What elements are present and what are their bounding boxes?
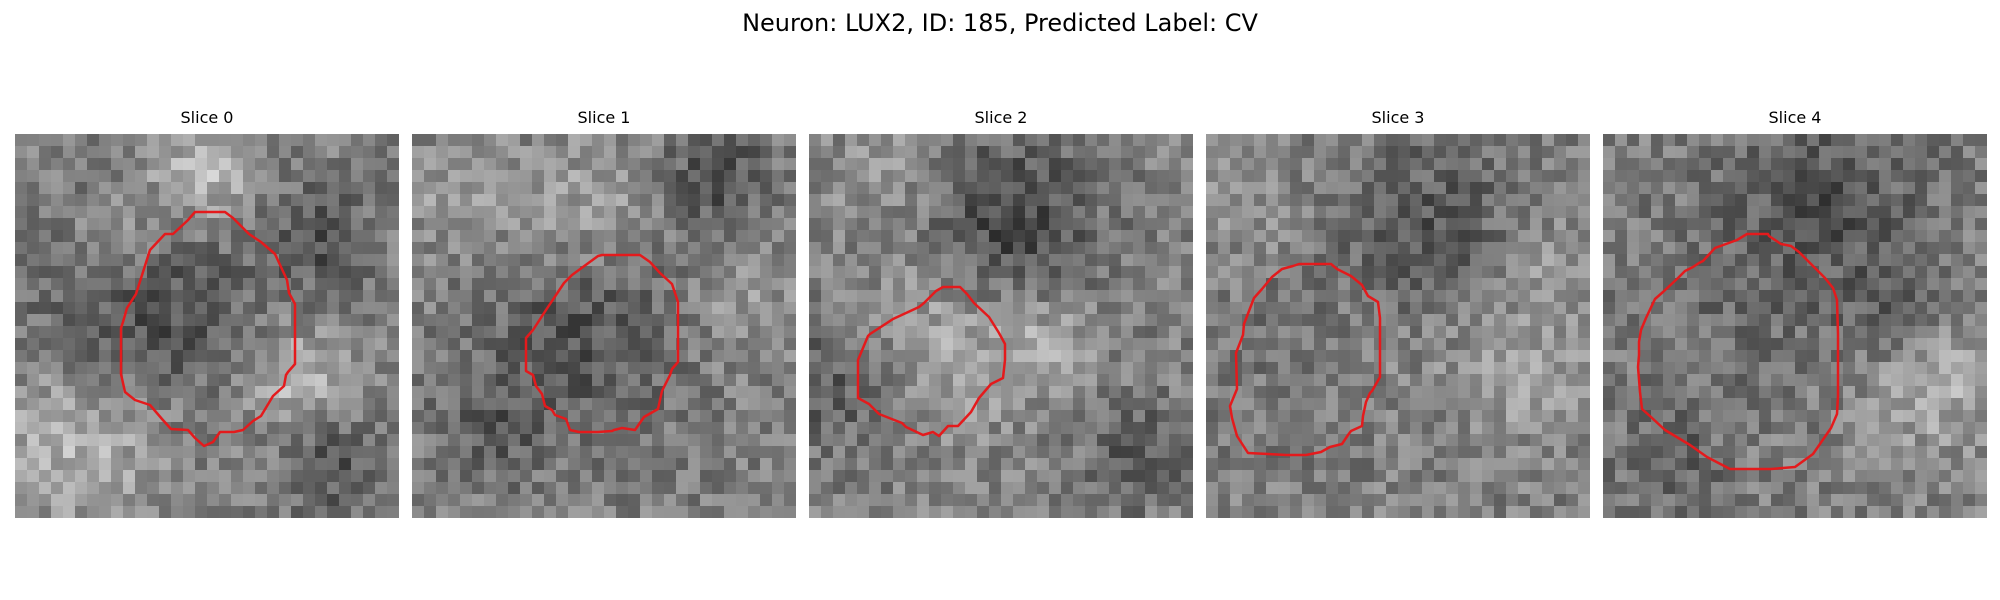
roi-outline [524,253,680,434]
slice-panel-0: Slice 0 [15,108,399,518]
slice-image-4 [1603,134,1987,518]
slice-title-1: Slice 1 [577,108,631,127]
slice-pixels-3 [1206,134,1590,518]
roi-outline [856,285,1007,438]
slice-image-3 [1206,134,1590,518]
slice-title-0: Slice 0 [180,108,234,127]
pixel-grid [1603,134,1987,518]
pixel-grid [15,134,399,518]
slice-panel-3: Slice 3 [1206,108,1590,518]
pixel-grid [412,134,796,518]
slice-pixels-4 [1603,134,1987,518]
slice-image-2 [809,134,1193,518]
pixel-grid [809,134,1193,518]
roi-outline [1636,232,1840,471]
slice-title-2: Slice 2 [974,108,1028,127]
slice-pixels-1 [412,134,796,518]
slice-panel-1: Slice 1 [412,108,796,518]
slice-image-1 [412,134,796,518]
pixel-grid [1206,134,1590,518]
slice-pixels-2 [809,134,1193,518]
roi-outline [1228,262,1382,457]
slice-title-4: Slice 4 [1768,108,1822,127]
slice-title-3: Slice 3 [1371,108,1425,127]
slice-image-0 [15,134,399,518]
slice-panel-4: Slice 4 [1603,108,1987,518]
roi-outline [119,210,297,448]
figure-title: Neuron: LUX2, ID: 185, Predicted Label: … [742,9,1258,37]
slice-panel-2: Slice 2 [809,108,1193,518]
slice-pixels-0 [15,134,399,518]
